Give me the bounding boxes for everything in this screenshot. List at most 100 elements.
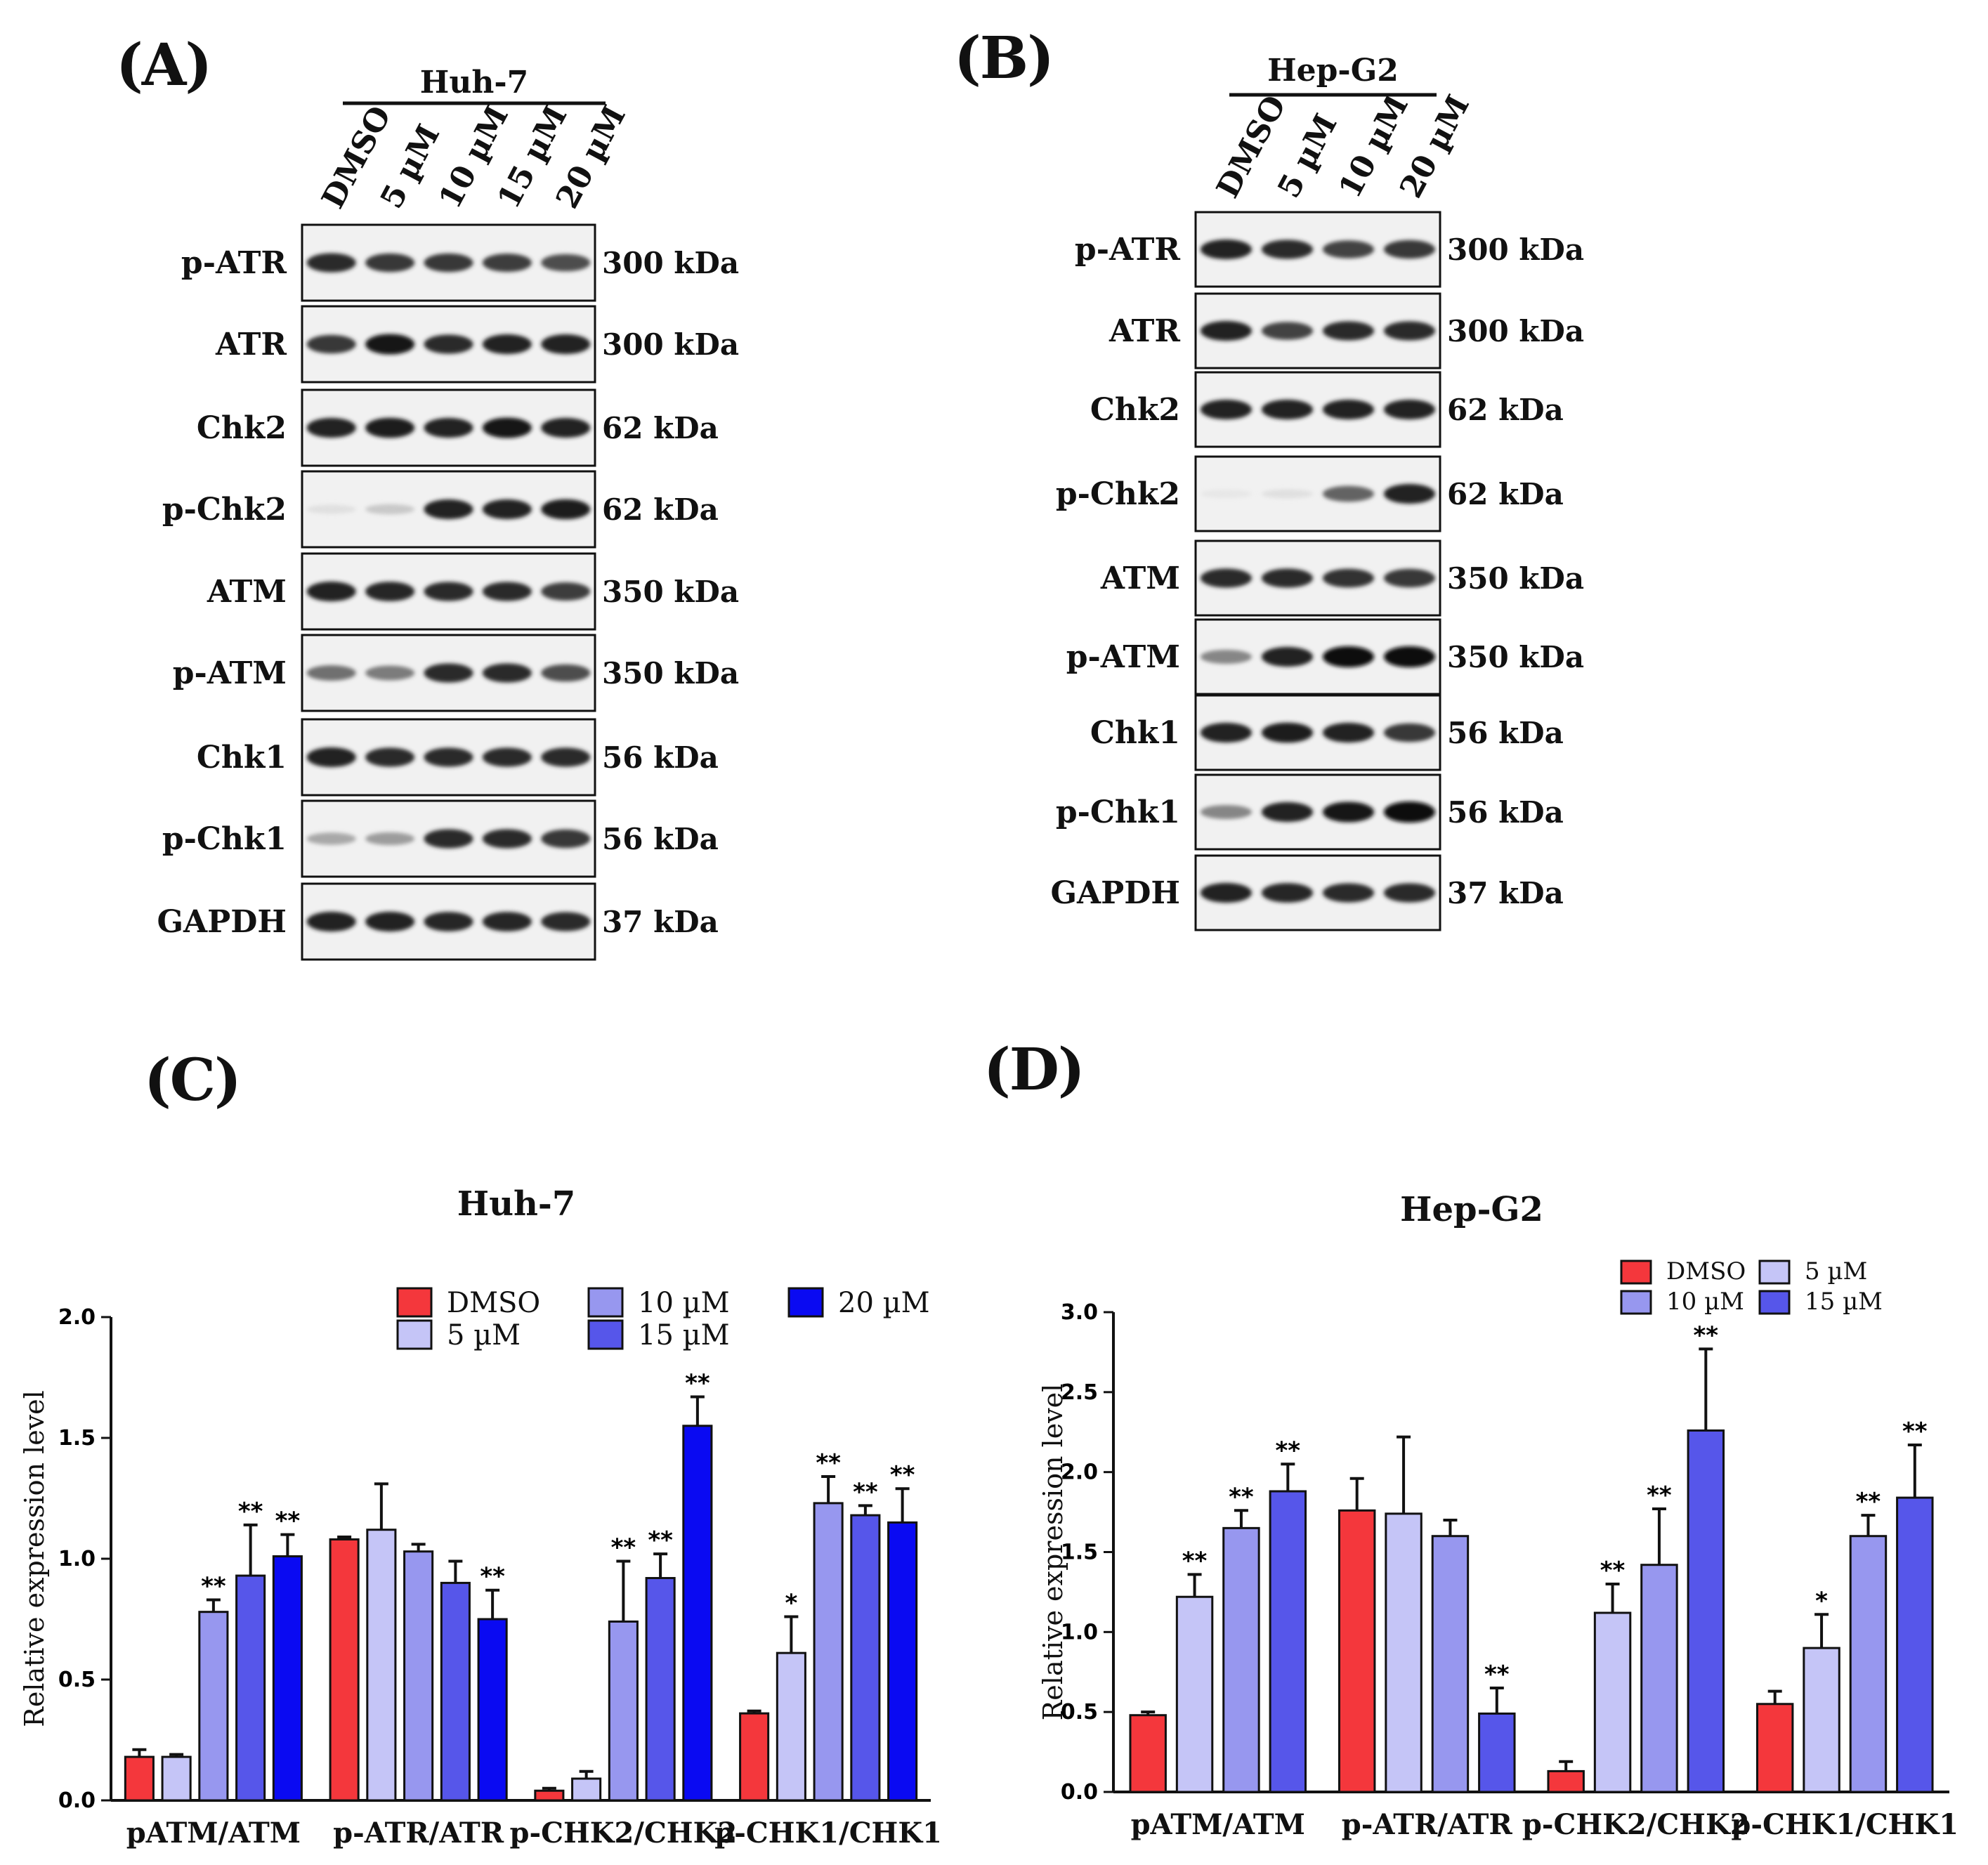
blot-row (1194, 539, 1441, 617)
blot-band (365, 504, 415, 515)
bar (682, 1425, 713, 1802)
y-tick-label: 1.5 (1061, 1540, 1098, 1565)
bar (329, 1538, 360, 1802)
bar (813, 1502, 844, 1802)
blot-band (1200, 320, 1253, 341)
blot-row (301, 470, 596, 549)
y-tick-label: 2.0 (1061, 1460, 1098, 1485)
blot-band (365, 832, 415, 846)
blot-band (306, 665, 356, 681)
blot-kda-label: 62 kDa (1447, 393, 1564, 427)
significance-label: ** (275, 1507, 301, 1536)
significance-label: ** (1276, 1437, 1301, 1465)
blot-kda-label: 300 kDa (1447, 314, 1584, 348)
x-tick-label: pATM/ATM (126, 1817, 301, 1850)
significance-label: ** (816, 1449, 841, 1477)
y-tick-label: 0.0 (58, 1788, 96, 1813)
blot-band (365, 253, 415, 273)
blot-band (482, 912, 532, 931)
y-tick-label: 0.5 (1061, 1700, 1098, 1725)
y-tick-label: 2.5 (1061, 1380, 1098, 1405)
legend-swatch (1620, 1259, 1652, 1285)
blot-band (541, 747, 591, 767)
significance-label: ** (890, 1461, 915, 1489)
significance-label: ** (1856, 1488, 1881, 1516)
blot-band (365, 417, 415, 438)
blot-band (1383, 321, 1436, 341)
significance-label: ** (1600, 1557, 1626, 1585)
blot-protein-label: ATR (1109, 313, 1180, 349)
blot-row (301, 634, 596, 712)
blot-protein-label: ATM (207, 574, 287, 610)
blot-band (1383, 801, 1436, 823)
legend-label: 15 µM (638, 1319, 730, 1352)
x-tick-label: p-ATR/ATR (1342, 1808, 1513, 1841)
blot-kda-label: 350 kDa (602, 575, 739, 609)
blot-band (1322, 240, 1375, 259)
y-tick-label: 2.0 (58, 1305, 96, 1330)
blot-band (1383, 568, 1436, 588)
blot-band (1322, 568, 1375, 588)
blot-band (1383, 240, 1436, 259)
legend-swatch (1620, 1290, 1652, 1315)
bar (608, 1620, 639, 1802)
blot-band (482, 582, 532, 601)
blot-row (1194, 854, 1441, 931)
chart-title: Hep-G2 (1400, 1190, 1543, 1229)
blot-protein-label: GAPDH (157, 904, 287, 940)
blot-kda-label: 300 kDa (602, 246, 739, 280)
blot-band (1322, 485, 1375, 502)
significance-label: ** (1694, 1321, 1719, 1349)
blot-kda-label: 56 kDa (1447, 716, 1564, 750)
blot-band (482, 417, 532, 438)
bar (645, 1577, 676, 1802)
blot-band (1383, 883, 1436, 903)
blot-protein-label: p-ATR (1075, 232, 1181, 268)
blot-row (301, 388, 596, 467)
bar (1755, 1703, 1794, 1793)
blot-protein-label: Chk1 (1090, 715, 1180, 751)
bar (1803, 1647, 1840, 1793)
legend-swatch (587, 1287, 624, 1318)
blot-kda-label: 300 kDa (1447, 233, 1584, 267)
significance-label: ** (611, 1533, 636, 1562)
blot-band (424, 499, 473, 520)
blot-row (1194, 455, 1441, 532)
bar (1385, 1512, 1423, 1793)
legend-label: 20 µM (838, 1287, 930, 1319)
blot-kda-label: 56 kDa (602, 822, 719, 856)
blot-band (1200, 722, 1253, 743)
blot-band (541, 829, 591, 849)
blot-band (306, 832, 356, 845)
blot-kda-label: 350 kDa (1447, 640, 1584, 674)
blot-row (1194, 211, 1441, 288)
legend-swatch (1758, 1290, 1791, 1315)
blot-band (1261, 240, 1314, 259)
blot-row (301, 223, 596, 302)
bar (366, 1529, 397, 1802)
panel-letter-d: (D) (983, 1036, 1085, 1104)
blot-band (365, 665, 415, 681)
blot-band (1200, 489, 1253, 499)
legend-label: 5 µM (1805, 1257, 1867, 1285)
blot-row (1194, 773, 1441, 851)
blot-band (1322, 399, 1375, 420)
bar (1849, 1535, 1888, 1793)
blot-row (1194, 694, 1441, 771)
legend-swatch (587, 1319, 624, 1350)
significance-label: ** (853, 1478, 878, 1506)
blot-band (1261, 322, 1314, 340)
significance-label: ** (1182, 1547, 1208, 1575)
blot-kda-label: 300 kDa (602, 327, 739, 362)
blot-band (365, 747, 415, 767)
bar (477, 1618, 508, 1802)
x-tick-label: p-CHK2/CHK2 (1522, 1808, 1750, 1841)
y-tick-label: 0.5 (58, 1668, 96, 1692)
blot-row (301, 799, 596, 878)
significance-label: * (1815, 1587, 1828, 1615)
blot-kda-label: 350 kDa (1447, 561, 1584, 596)
bar (1478, 1712, 1516, 1793)
bar (887, 1521, 918, 1802)
blot-kda-label: 62 kDa (1447, 477, 1564, 511)
